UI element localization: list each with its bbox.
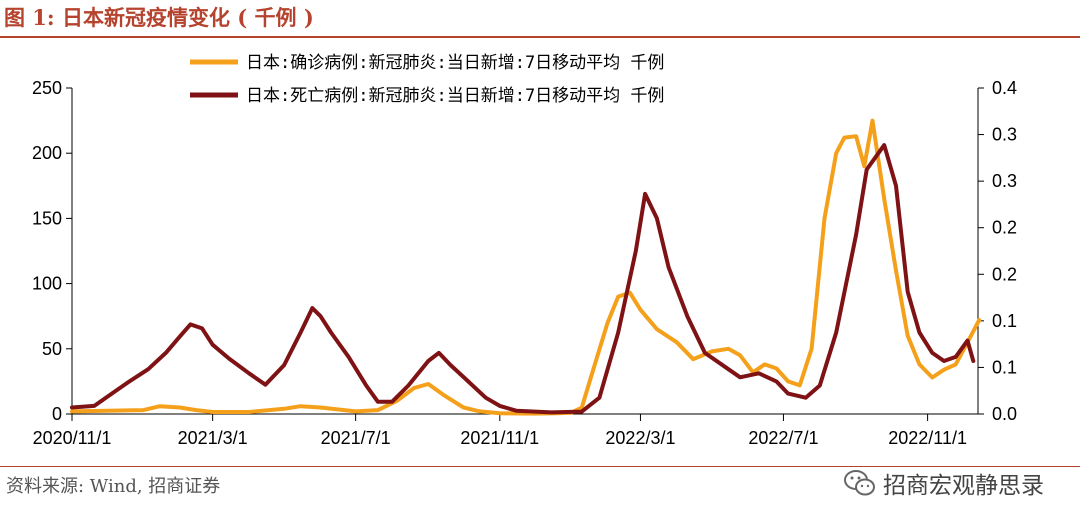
y-right-tick-label: 0.3 bbox=[992, 171, 1017, 191]
x-tick-label: 2020/11/1 bbox=[33, 428, 112, 448]
y-left-tick-label: 100 bbox=[32, 274, 62, 294]
y-right-tick-label: 0.1 bbox=[992, 311, 1017, 331]
watermark: 招商宏观静思录 bbox=[843, 466, 1044, 500]
title-divider bbox=[0, 36, 1080, 38]
series-line-confirmed bbox=[70, 118, 982, 416]
x-tick-label: 2022/7/1 bbox=[748, 428, 818, 448]
x-tick-label: 2022/3/1 bbox=[605, 428, 675, 448]
y-left-tick-label: 250 bbox=[32, 78, 62, 98]
y-left-tick-label: 50 bbox=[42, 339, 62, 359]
x-tick-label: 2022/11/1 bbox=[888, 428, 967, 448]
source-note: 资料来源: Wind, 招商证券 bbox=[6, 476, 221, 497]
y-right-tick-label: 0.1 bbox=[992, 357, 1017, 377]
y-left-tick-label: 0 bbox=[52, 404, 62, 424]
y-right-tick-label: 0.0 bbox=[992, 404, 1017, 424]
x-tick-label: 2021/3/1 bbox=[178, 428, 248, 448]
footer-divider bbox=[0, 466, 1080, 467]
y-right-tick-label: 0.3 bbox=[992, 125, 1017, 145]
chart-lines bbox=[70, 118, 982, 416]
x-tick-label: 2021/7/1 bbox=[321, 428, 391, 448]
chart-canvas: 0 50 100 150 200 250 0.0 0.1 0.1 0.2 0.2 0.3 0.3 0.4 2… bbox=[32, 53, 1017, 448]
wechat-icon bbox=[844, 470, 875, 496]
series-line-deaths bbox=[70, 143, 976, 415]
y-right-tick-label: 0.2 bbox=[992, 264, 1017, 284]
y-right-tick-label: 0.2 bbox=[992, 218, 1017, 238]
watermark-text: 招商宏观静思录 bbox=[883, 473, 1044, 499]
y-left-tick-label: 200 bbox=[32, 143, 62, 163]
chart-axes: 0 50 100 150 200 250 0.0 0.1 0.1 0.2 0.2 0.3 0.3 0.4 2… bbox=[32, 78, 1017, 448]
y-left-tick-label: 150 bbox=[32, 208, 62, 228]
x-tick-label: 2021/11/1 bbox=[460, 428, 539, 448]
chart-legend: 日本:确诊病例:新冠肺炎:当日新增:7日移动平均 千例日本:死亡病例:新冠肺炎:… bbox=[190, 53, 664, 106]
legend-label-deaths: 日本:死亡病例:新冠肺炎:当日新增:7日移动平均 千例 bbox=[246, 86, 664, 106]
y-right-tick-label: 0.4 bbox=[992, 78, 1017, 98]
figure-title: 图 1: 日本新冠疫情变化 ( 千例 ) bbox=[4, 5, 314, 30]
legend-label-confirmed: 日本:确诊病例:新冠肺炎:当日新增:7日移动平均 千例 bbox=[246, 53, 664, 73]
